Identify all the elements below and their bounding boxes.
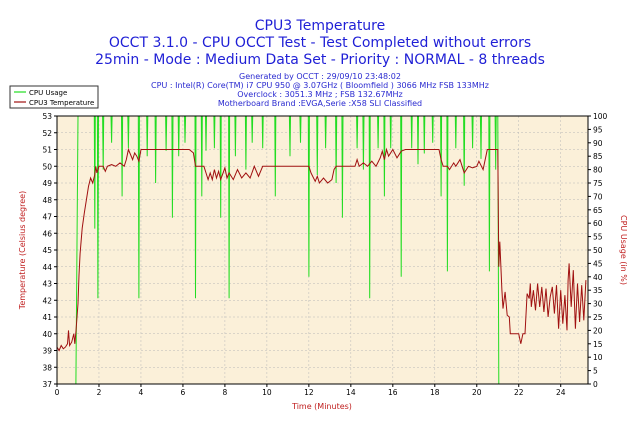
y-left-tick-label: 39 <box>42 347 52 356</box>
y-left-tick-label: 46 <box>42 229 52 238</box>
y-axis-left-label: Temperature (Celsius degree) <box>18 191 27 310</box>
y-left-tick-label: 53 <box>42 112 52 121</box>
legend-label-cpu-usage: CPU Usage <box>29 89 67 97</box>
info-motherboard: Motherboard Brand :EVGA,Serie :X58 SLI C… <box>217 99 423 108</box>
chart-subtitle-line-2: 25min - Mode : Medium Data Set - Priorit… <box>95 52 545 68</box>
y-right-tick-label: 85 <box>593 152 603 161</box>
x-tick-label: 20 <box>472 388 482 397</box>
y-right-tick-label: 95 <box>593 125 603 134</box>
y-left-tick-label: 42 <box>42 296 52 305</box>
x-tick-label: 10 <box>262 388 272 397</box>
x-tick-label: 2 <box>97 388 102 397</box>
y-right-tick-label: 90 <box>593 139 603 148</box>
y-left-tick-label: 43 <box>42 280 52 289</box>
y-right-tick-label: 0 <box>593 380 598 389</box>
y-left-tick-label: 45 <box>42 246 52 255</box>
x-tick-label: 24 <box>556 388 566 397</box>
y-right-tick-label: 70 <box>593 192 603 201</box>
y-right-tick-label: 15 <box>593 340 603 349</box>
y-right-tick-label: 80 <box>593 166 603 175</box>
chart-title: CPU3 Temperature <box>254 18 386 34</box>
y-right-tick-label: 75 <box>593 179 603 188</box>
series-line-cpu3-temperature <box>56 147 587 352</box>
y-left-tick-label: 49 <box>42 179 52 188</box>
y-axis-right-label: CPU Usage (in %) <box>619 215 628 285</box>
axis-ticks: 3738394041424344454647484950515253051015… <box>42 112 607 397</box>
y-left-tick-label: 44 <box>42 263 52 272</box>
x-tick-label: 4 <box>139 388 144 397</box>
y-left-tick-label: 40 <box>42 330 52 339</box>
y-right-tick-label: 45 <box>593 259 603 268</box>
y-right-tick-label: 35 <box>593 286 603 295</box>
y-right-tick-label: 60 <box>593 219 603 228</box>
y-right-tick-label: 20 <box>593 326 603 335</box>
x-tick-label: 18 <box>430 388 440 397</box>
y-right-tick-label: 50 <box>593 246 603 255</box>
info-generated: Generated by OCCT : 29/09/10 23:48:02 <box>239 72 401 81</box>
legend: CPU Usage CPU3 Temperature <box>9 85 99 109</box>
legend-label-temperature: CPU3 Temperature <box>29 99 94 107</box>
y-right-tick-label: 55 <box>593 233 603 242</box>
y-right-tick-label: 5 <box>593 367 598 376</box>
y-left-tick-label: 37 <box>42 380 52 389</box>
y-right-tick-label: 10 <box>593 353 603 362</box>
x-tick-label: 8 <box>223 388 228 397</box>
y-right-tick-label: 100 <box>593 112 608 121</box>
x-tick-label: 0 <box>55 388 60 397</box>
y-left-tick-label: 38 <box>42 363 52 372</box>
x-tick-label: 16 <box>388 388 398 397</box>
legend-box <box>9 85 99 109</box>
x-axis-label: Time (Minutes) <box>291 402 352 411</box>
y-left-tick-label: 41 <box>42 313 52 322</box>
y-left-tick-label: 47 <box>42 213 52 222</box>
y-left-tick-label: 50 <box>42 162 52 171</box>
x-tick-label: 14 <box>346 388 356 397</box>
x-tick-label: 6 <box>181 388 186 397</box>
y-right-tick-label: 65 <box>593 206 603 215</box>
x-tick-label: 22 <box>514 388 524 397</box>
grid-lines <box>56 115 588 385</box>
y-right-tick-label: 40 <box>593 273 603 282</box>
info-cpu: CPU : Intel(R) Core(TM) i7 CPU 950 @ 3.0… <box>151 81 489 90</box>
info-overclock: Overclock : 3051.3 MHz ; FSB 132.67MHz <box>237 90 403 99</box>
y-left-tick-label: 51 <box>42 146 52 155</box>
y-left-tick-label: 52 <box>42 129 52 138</box>
x-tick-label: 12 <box>304 388 314 397</box>
y-right-tick-label: 30 <box>593 300 603 309</box>
chart-subtitle-line-1: OCCT 3.1.0 - CPU OCCT Test - Test Comple… <box>108 35 532 51</box>
y-left-tick-label: 48 <box>42 196 52 205</box>
y-right-tick-label: 25 <box>593 313 603 322</box>
